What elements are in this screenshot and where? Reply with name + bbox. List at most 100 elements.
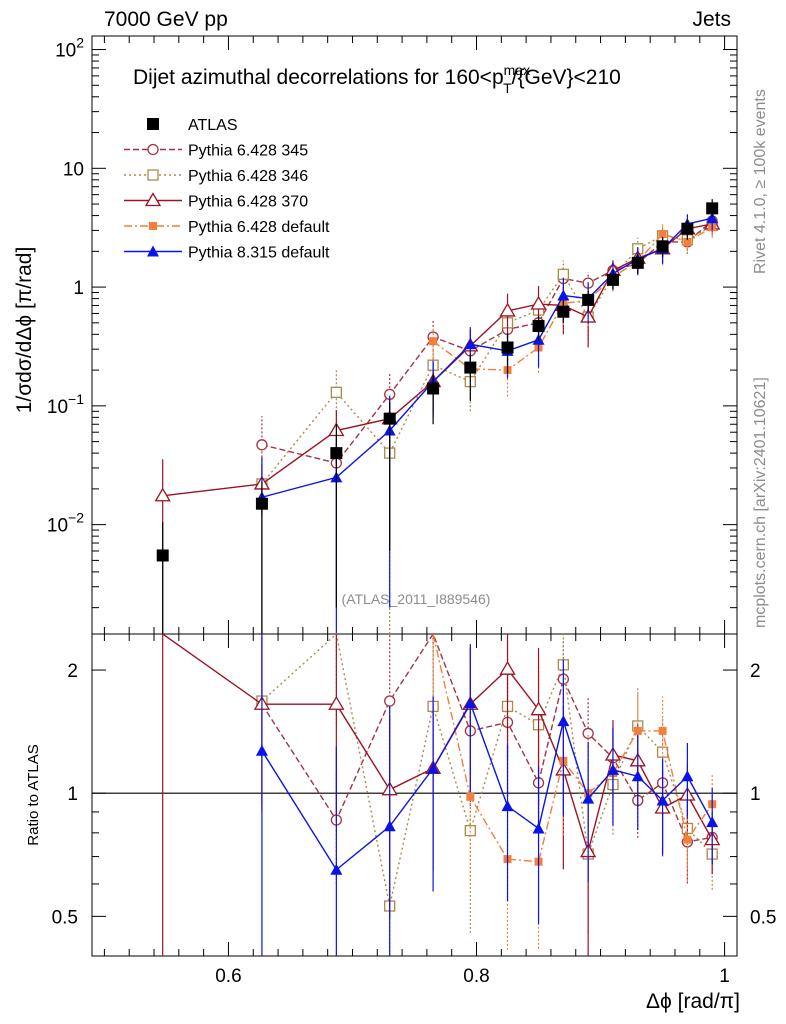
series-pythia-6-428-370	[154, 215, 721, 634]
header-energy-label: 7000 GeV pp	[104, 8, 228, 31]
legend-label: Pythia 6.428 default	[188, 219, 330, 236]
ratio-point	[557, 715, 570, 727]
ratio-tick-label: 0.5	[52, 907, 78, 928]
header-category-label: Jets	[692, 8, 731, 31]
legend-label: ATLAS	[188, 117, 238, 134]
x-tick-label: 0.8	[463, 966, 489, 987]
ratio-point	[606, 763, 619, 775]
data-point	[683, 237, 692, 246]
data-point	[606, 273, 619, 286]
ratio-point	[383, 820, 396, 832]
data-point	[156, 549, 169, 562]
data-point	[656, 240, 669, 253]
legend-entry-pythia-6-428-345: Pythia 6.428 345	[124, 143, 308, 160]
legend-label: Pythia 6.428 346	[188, 168, 308, 185]
ratio-point	[706, 816, 719, 828]
ratio-point	[427, 762, 440, 774]
x-axis-label: Δϕ [rad/π]	[646, 990, 740, 1013]
series-line	[261, 224, 713, 485]
legend-marker	[147, 245, 159, 257]
data-point	[383, 412, 396, 425]
data-point	[427, 382, 440, 395]
ratio-y-axis-label: Ratio to ATLAS	[25, 744, 42, 845]
legend-entry-pythia-8-315-default: Pythia 8.315 default	[124, 245, 330, 262]
x-tick-label: 1	[719, 966, 730, 987]
legend-entry-atlas: ATLAS	[147, 117, 238, 134]
rivet-version-label: Rivet 4.1.0, ≥ 100k events	[752, 89, 769, 274]
data-point	[530, 295, 547, 310]
ratio-point	[501, 800, 514, 812]
ratio-series-line	[261, 632, 713, 907]
legend-marker	[147, 143, 159, 156]
y-axis-label: 1/σdσ/dΔϕ [π/rad]	[13, 247, 36, 414]
ratio-point	[681, 770, 694, 782]
main-series-layer	[154, 199, 721, 634]
ratio-point	[464, 697, 477, 709]
data-point	[255, 497, 268, 510]
ratio-plot-frame	[91, 633, 738, 957]
ratio-series-pythia-6-428-346	[256, 632, 718, 956]
y-tick-label: 10−1	[47, 391, 84, 418]
legend-entry-pythia-6-428-370: Pythia 6.428 370	[124, 192, 308, 211]
data-point	[464, 361, 477, 374]
data-point	[658, 229, 667, 238]
ratio-tick-label-right: 2	[750, 661, 761, 682]
data-point	[464, 338, 477, 350]
legend-marker	[149, 222, 157, 230]
data-point	[557, 305, 570, 318]
data-point	[557, 289, 570, 301]
y-tick-label: 102	[55, 35, 84, 62]
series-line	[261, 217, 713, 498]
data-point	[706, 212, 719, 224]
analysis-reference-label: (ATLAS_2011_I889546)	[342, 591, 491, 607]
legend: ATLAS Pythia 6.428 345 Pythia 6.428 346 Pyt…	[124, 117, 330, 262]
ratio-series-line	[162, 633, 713, 855]
y-tick-label: 10−2	[47, 510, 84, 537]
ratio-point	[631, 770, 644, 782]
data-point	[330, 447, 343, 460]
ratio-series-pythia-6-428-default	[432, 633, 717, 950]
legend-label: Pythia 6.428 345	[188, 143, 308, 160]
ratio-tick-label: 2	[67, 661, 78, 682]
x-tick-label: 0.6	[215, 966, 241, 987]
ratio-point	[582, 727, 594, 740]
ratio-point	[499, 660, 516, 675]
y-tick-label: 1	[73, 278, 84, 299]
ratio-series-line	[261, 632, 713, 843]
data-point	[330, 386, 343, 398]
data-point	[582, 293, 595, 306]
legend-label: Pythia 6.428 370	[188, 194, 308, 211]
legend-marker	[144, 192, 162, 207]
mcplots-credit-label: mcplots.cern.ch [arXiv:2401.10621]	[752, 377, 769, 628]
ratio-point	[633, 726, 642, 735]
ratio-tick-label-right: 1	[750, 784, 761, 805]
ratio-point	[530, 701, 547, 716]
ratio-point	[466, 792, 475, 801]
legend-marker	[147, 169, 159, 181]
data-point	[501, 341, 514, 354]
ratio-point	[330, 863, 343, 875]
ratio-series-layer	[162, 632, 721, 956]
ratio-series-pythia-8-315-default	[255, 634, 719, 956]
ratio-series-pythia-6-428-370	[162, 633, 721, 956]
legend-marker	[147, 118, 159, 130]
y-tick-label: 10	[63, 159, 84, 180]
ratio-point	[532, 822, 545, 834]
data-point	[256, 439, 268, 451]
ratio-point	[582, 792, 595, 804]
ratio-point	[255, 744, 268, 756]
legend-entry-pythia-6-428-346: Pythia 6.428 346	[124, 168, 308, 185]
legend-label: Pythia 8.315 default	[188, 245, 330, 262]
ratio-point	[658, 726, 667, 735]
ratio-point	[683, 835, 692, 844]
ratio-tick-label: 1	[67, 784, 78, 805]
axes-layer: 0.6 0.8 1 10−2 10−1 1 10 102 0.5 0.5 1 1 2 2	[47, 35, 777, 987]
ratio-point	[328, 695, 345, 710]
series-line	[261, 220, 713, 464]
chart-title: Dijet azimuthal decorrelations for 160<p…	[133, 62, 621, 96]
ratio-point	[384, 695, 396, 707]
data-point	[499, 302, 516, 317]
ratio-series-line	[261, 701, 713, 871]
ratio-point	[656, 794, 669, 806]
